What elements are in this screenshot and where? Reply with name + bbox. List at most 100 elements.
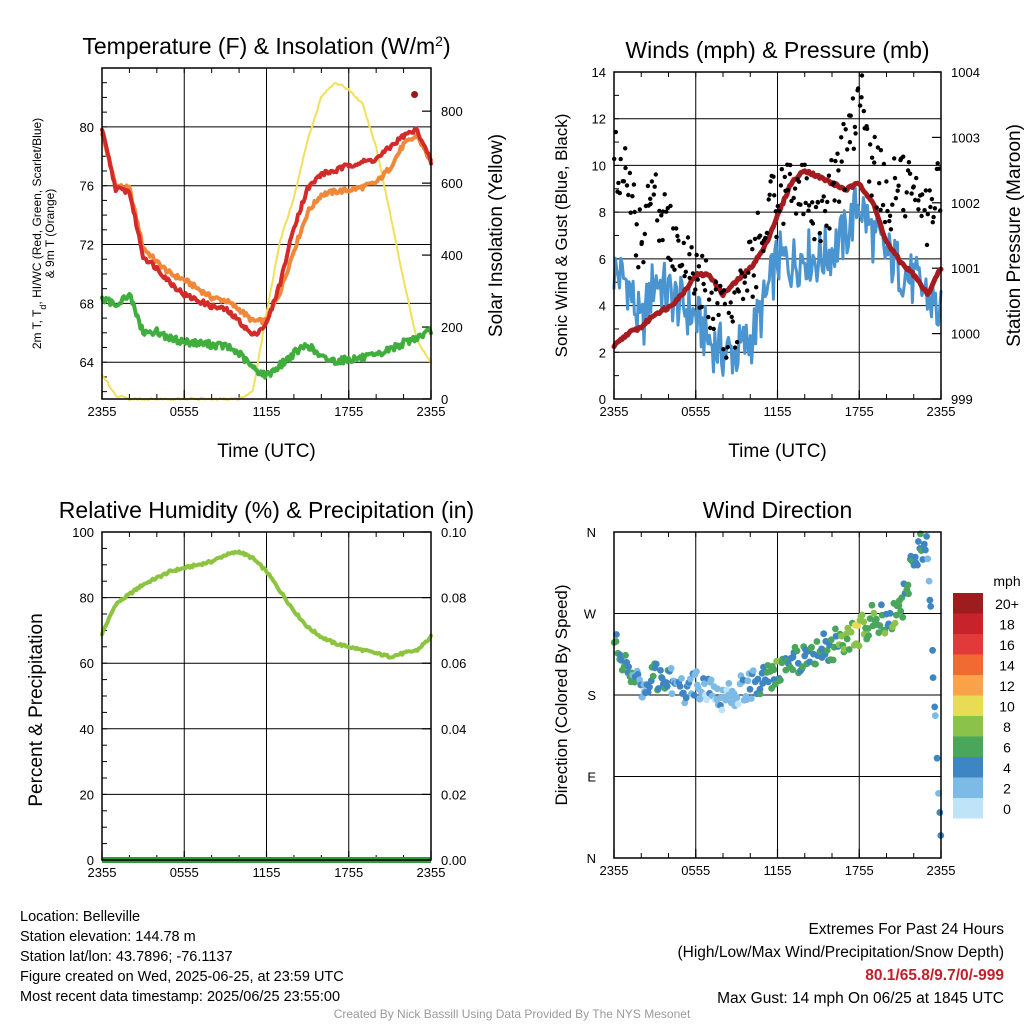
gust-point [775, 203, 780, 209]
colorbar-swatch [953, 757, 983, 778]
direction-point [936, 809, 944, 816]
y-tick-label: N [587, 851, 596, 866]
direction-point [789, 666, 796, 674]
y-tick-label: 100 [72, 525, 94, 540]
x-axis-label: Time (UTC) [217, 441, 316, 462]
direction-point [895, 602, 903, 609]
gust-point [841, 121, 846, 127]
direction-point [866, 615, 874, 622]
gust-point [928, 204, 933, 210]
gust-point [850, 96, 856, 101]
gust-point [875, 145, 881, 150]
gust-point [750, 294, 755, 299]
gust-point [888, 227, 894, 232]
gust-point [627, 170, 633, 176]
gust-point [724, 355, 729, 360]
y-tick-label: 68 [80, 296, 94, 311]
gust-point [641, 260, 646, 265]
direction-point [843, 635, 851, 643]
humidity-panel: 2355 0555 1155 1755 2355 Relative Humidity (%… [26, 497, 474, 880]
gust-point [711, 326, 716, 332]
y2-axis-label: Station Pressure (Maroon) [1004, 124, 1024, 347]
direction-point [876, 622, 884, 629]
gust-point [740, 296, 746, 302]
gust-point [916, 207, 921, 212]
gust-point [742, 280, 747, 285]
direction-point [929, 674, 937, 681]
credit-line: Created By Nick Bassill Using Data Provi… [333, 1007, 691, 1021]
gust-point [703, 258, 709, 263]
gust-point [810, 200, 815, 205]
gust-point [801, 211, 806, 217]
gust-point [710, 316, 716, 322]
gust-point [907, 171, 913, 176]
gust-point [890, 202, 895, 207]
plot-frame [101, 531, 432, 861]
gust-point [767, 192, 772, 197]
gust-point [906, 160, 912, 165]
gust-point [922, 208, 927, 213]
y-tick-label: 4 [599, 299, 606, 314]
direction-point [657, 667, 664, 674]
gust-point [687, 275, 692, 281]
gust-point [818, 238, 823, 244]
y2-tick-label: 0.06 [441, 656, 466, 671]
gust-point [859, 73, 865, 78]
figure-created: Figure created on Wed, 2025-06-25, at 23… [20, 969, 344, 985]
colorbar-swatch [953, 675, 983, 696]
gust-point [726, 310, 731, 316]
direction-point [808, 643, 815, 651]
gust-point [672, 267, 677, 272]
series-station-pressure [611, 168, 944, 350]
x-tick-label: 2355 [88, 865, 117, 880]
gust-point [813, 204, 819, 210]
y-tick-label: 80 [80, 120, 94, 135]
direction-point [847, 628, 855, 636]
y-tick-label: 0 [87, 853, 94, 868]
title-superscript: 2 [435, 33, 443, 49]
gust-point [882, 219, 888, 225]
gust-point [845, 147, 850, 152]
y-tick-label: 10 [592, 158, 606, 173]
y2-tick-label: 0 [441, 392, 448, 407]
station-elevation: Station elevation: 144.78 m [20, 929, 196, 945]
direction-point [718, 706, 726, 714]
x-tick-label: 1155 [253, 404, 281, 419]
gust-point [679, 262, 685, 268]
gust-point [742, 274, 748, 279]
x-tick-label: 1155 [253, 865, 281, 880]
gust-point [657, 238, 662, 243]
direction-point [891, 619, 899, 627]
gust-point [785, 187, 791, 193]
direction-point [858, 611, 866, 619]
gust-point [861, 108, 866, 114]
gust-point [713, 279, 719, 285]
gust-point [766, 197, 771, 202]
gust-point [674, 226, 679, 231]
gust-point [693, 287, 698, 292]
gust-point [652, 184, 657, 189]
colorbar-swatch [953, 716, 983, 737]
chart-title: Relative Humidity (%) & Precipitation (i… [59, 497, 474, 523]
gust-point [812, 237, 817, 242]
direction-point [693, 668, 700, 676]
gust-point [660, 237, 665, 243]
gust-point [913, 197, 918, 203]
chart-title: Winds (mph) & Pressure (mb) [625, 37, 929, 63]
gust-point [768, 179, 773, 184]
direction-point [618, 656, 625, 664]
y-axis-label: Direction (Colored By Speed) [552, 584, 571, 805]
colorbar-label: 2 [1003, 781, 1011, 797]
gust-point [700, 253, 705, 259]
y-tick-label: 80 [80, 591, 94, 606]
gust-point [772, 193, 777, 198]
gust-point [802, 162, 807, 167]
x-tick-label: 0555 [170, 404, 199, 419]
gust-point [798, 202, 803, 207]
gust-point [715, 301, 720, 306]
gust-point [903, 214, 908, 219]
gust-point [757, 233, 763, 238]
gust-point [855, 86, 861, 91]
direction-point [801, 652, 809, 660]
direction-point [818, 645, 826, 653]
